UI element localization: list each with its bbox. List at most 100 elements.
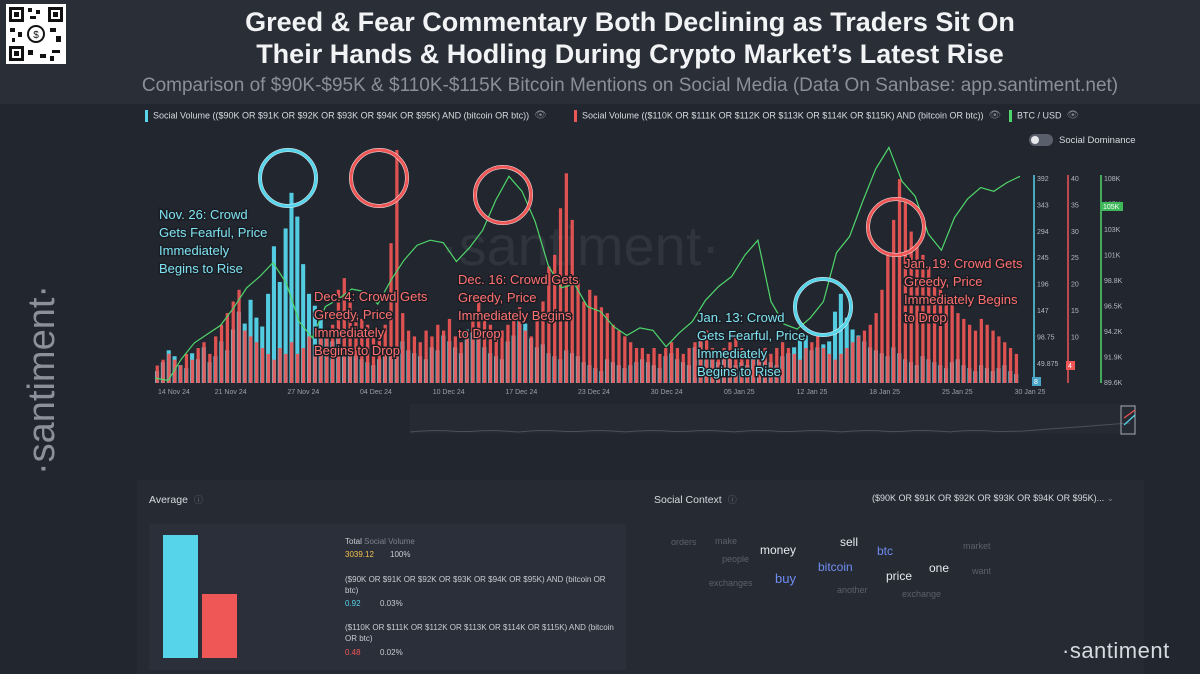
average-title: Average ⓘ bbox=[149, 493, 203, 506]
social-context-dropdown[interactable]: ($90K OR $91K OR $92K OR $93K OR $94K OR… bbox=[872, 493, 1114, 504]
word-cloud-item[interactable]: price bbox=[886, 569, 913, 583]
word-cloud-item[interactable]: want bbox=[972, 566, 992, 576]
bar-red bbox=[465, 330, 469, 383]
eye-icon[interactable]: 👁 bbox=[534, 110, 547, 122]
annotation-line: Jan. 13: Crowd bbox=[697, 310, 784, 325]
bar-cyan bbox=[277, 281, 282, 383]
bar-red bbox=[658, 353, 662, 383]
bar-red bbox=[424, 330, 428, 383]
legend-series-1[interactable]: Social Volume (($90K OR $91K OR $92K OR … bbox=[145, 110, 547, 124]
info-icon[interactable]: ⓘ bbox=[193, 495, 203, 505]
bar-red bbox=[529, 336, 533, 383]
bar-red bbox=[1003, 342, 1007, 383]
word-cloud-item[interactable]: bitcoin bbox=[818, 560, 853, 574]
y-tick-price: 103K bbox=[1104, 227, 1121, 234]
x-tick-label: 27 Nov 24 bbox=[287, 389, 319, 396]
bar-red bbox=[646, 353, 650, 383]
bar-red bbox=[921, 254, 925, 383]
y-tick-price: 108K bbox=[1104, 176, 1121, 183]
bar-red bbox=[225, 313, 230, 383]
bar-red bbox=[623, 336, 627, 383]
bar-red bbox=[161, 359, 165, 383]
word-cloud-item[interactable]: people bbox=[722, 554, 750, 564]
bar-red bbox=[810, 342, 814, 383]
y-tick-cyan: 245 bbox=[1037, 255, 1049, 262]
navigator-red bbox=[1123, 409, 1136, 419]
bar-red bbox=[401, 313, 405, 383]
annotations: Nov. 26: Crowd Gets Fearful, Price Immedia… bbox=[158, 206, 1025, 381]
eye-icon[interactable]: 👁 bbox=[988, 110, 1002, 122]
legend-series-2[interactable]: Social Volume (($110K OR $111K OR $112K … bbox=[574, 110, 1001, 124]
word-cloud-item[interactable]: exchange bbox=[902, 589, 942, 599]
title-line-1: Greed & Fear Commentary Both Declining a… bbox=[245, 7, 1015, 37]
navigator-line bbox=[409, 422, 1131, 433]
info-icon[interactable]: ⓘ bbox=[727, 495, 737, 505]
main-chart[interactable]: ·santiment· 14 Nov 24 21 Nov 24 27 Nov 24 0… bbox=[0, 0, 1200, 460]
bar-red bbox=[652, 348, 656, 383]
bar-red bbox=[313, 348, 317, 383]
word-cloud-item[interactable]: btc bbox=[877, 544, 894, 558]
navigator[interactable] bbox=[137, 404, 1144, 460]
bar-red bbox=[833, 359, 837, 383]
bar-red bbox=[208, 353, 212, 383]
bar-red bbox=[231, 301, 235, 383]
bar-red bbox=[693, 342, 697, 383]
y-tick-red: 15 bbox=[1071, 308, 1079, 315]
bar-cyan bbox=[271, 246, 276, 383]
bar-red bbox=[441, 330, 446, 383]
bar-red bbox=[517, 307, 522, 383]
annotation-line: Gets Fearful, Price bbox=[159, 225, 267, 240]
word-cloud-item[interactable]: money bbox=[760, 543, 797, 557]
bar-red bbox=[482, 318, 487, 383]
bar-cyan bbox=[266, 293, 271, 383]
annotation-line: Nov. 26: Crowd bbox=[159, 207, 248, 222]
item1-value: 0.92 bbox=[345, 599, 361, 608]
bar-cyan bbox=[832, 311, 838, 383]
social-dominance-toggle[interactable] bbox=[1029, 134, 1053, 146]
item2-value: 0.48 bbox=[345, 648, 361, 657]
word-cloud-item[interactable]: market bbox=[963, 541, 991, 551]
item2-pct: 0.02% bbox=[380, 648, 403, 657]
y-tick-cyan: 49.875 bbox=[1037, 361, 1059, 368]
bar-red bbox=[716, 353, 720, 383]
qr-code: $ bbox=[6, 4, 66, 64]
bar-red bbox=[751, 359, 756, 383]
bar-red bbox=[991, 330, 995, 383]
y-axes: 392 343 294 245 196 147 98.75 49.875 40 35 30 25 20 1… bbox=[1032, 175, 1123, 387]
word-cloud-item[interactable]: one bbox=[929, 561, 950, 575]
bar-red bbox=[827, 353, 832, 383]
bar-red bbox=[377, 336, 381, 383]
bar-red bbox=[266, 353, 270, 383]
side-watermark-text: ·santiment· bbox=[21, 285, 63, 475]
svg-text:$: $ bbox=[33, 30, 39, 41]
bar-red bbox=[202, 342, 206, 383]
bar-red bbox=[360, 318, 364, 383]
chart-watermark: ·santiment· bbox=[440, 214, 720, 277]
bar-red bbox=[319, 330, 323, 383]
eye-icon[interactable]: 👁 bbox=[1066, 110, 1080, 122]
badge-cyan bbox=[1032, 377, 1041, 386]
y-tick-price: 101K bbox=[1104, 253, 1121, 260]
bar-red bbox=[687, 348, 691, 383]
bar-red bbox=[471, 313, 475, 383]
bar-red bbox=[219, 324, 224, 383]
bar-red bbox=[862, 330, 867, 383]
word-cloud-item[interactable]: buy bbox=[775, 571, 796, 586]
y-tick-red: 20 bbox=[1071, 282, 1079, 289]
word-cloud-item[interactable]: sell bbox=[840, 535, 859, 549]
bar-red bbox=[330, 324, 335, 383]
word-cloud-item[interactable]: make bbox=[715, 536, 738, 546]
word-cloud-item[interactable]: exchanges bbox=[709, 578, 753, 588]
bar-red bbox=[593, 295, 598, 383]
total-value: 3039.12 bbox=[345, 550, 374, 559]
word-cloud-item[interactable]: orders bbox=[671, 537, 697, 547]
bar-red bbox=[681, 353, 685, 383]
bar-cyan bbox=[838, 293, 843, 383]
social-dominance-label: Social Dominance bbox=[1059, 135, 1136, 146]
bar-red bbox=[856, 336, 861, 383]
bar-red bbox=[383, 324, 387, 383]
bar-red bbox=[389, 243, 393, 383]
bar-red bbox=[173, 359, 177, 383]
word-cloud-item[interactable]: another bbox=[837, 585, 868, 595]
legend-series-3[interactable]: BTC / USD 👁 bbox=[1009, 110, 1079, 124]
